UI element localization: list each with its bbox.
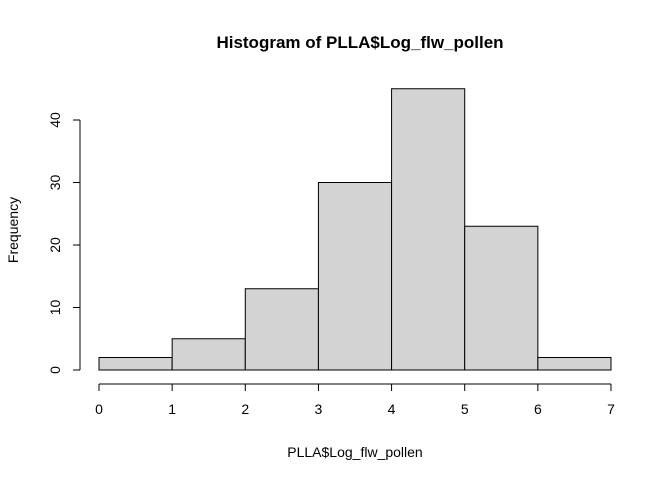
y-axis-label: Frequency [5, 197, 21, 263]
x-tick-label: 1 [168, 401, 176, 417]
x-tick-label: 7 [607, 401, 615, 417]
y-tick-label: 30 [47, 175, 63, 191]
histogram-bar-6-7 [537, 357, 612, 371]
y-tick-label: 40 [47, 112, 63, 128]
histogram-bar-3-4 [317, 182, 393, 371]
histogram-bar-1-2 [171, 338, 246, 371]
x-tick-label: 2 [241, 401, 249, 417]
histogram-bar-0-1 [98, 357, 173, 371]
x-tick-label: 4 [388, 401, 396, 417]
chart-title: Histogram of PLLA$Log_flw_pollen [216, 33, 503, 52]
y-axis: 0 10 20 30 40 [47, 112, 81, 374]
x-tick-label: 0 [95, 401, 103, 417]
y-tick-label: 20 [47, 237, 63, 253]
y-tick-label: 10 [47, 300, 63, 316]
x-axis: 0 1 2 3 4 5 6 7 [95, 383, 615, 417]
histogram-bar-5-6 [464, 225, 539, 371]
x-tick-label: 6 [534, 401, 542, 417]
bars-group [98, 88, 612, 371]
histogram-bar-4-5 [391, 88, 466, 371]
histogram-bar-2-3 [244, 288, 319, 371]
y-tick-label: 0 [47, 366, 63, 374]
x-axis-label: PLLA$Log_flw_pollen [287, 444, 422, 460]
x-tick-label: 5 [461, 401, 469, 417]
x-tick-label: 3 [315, 401, 323, 417]
